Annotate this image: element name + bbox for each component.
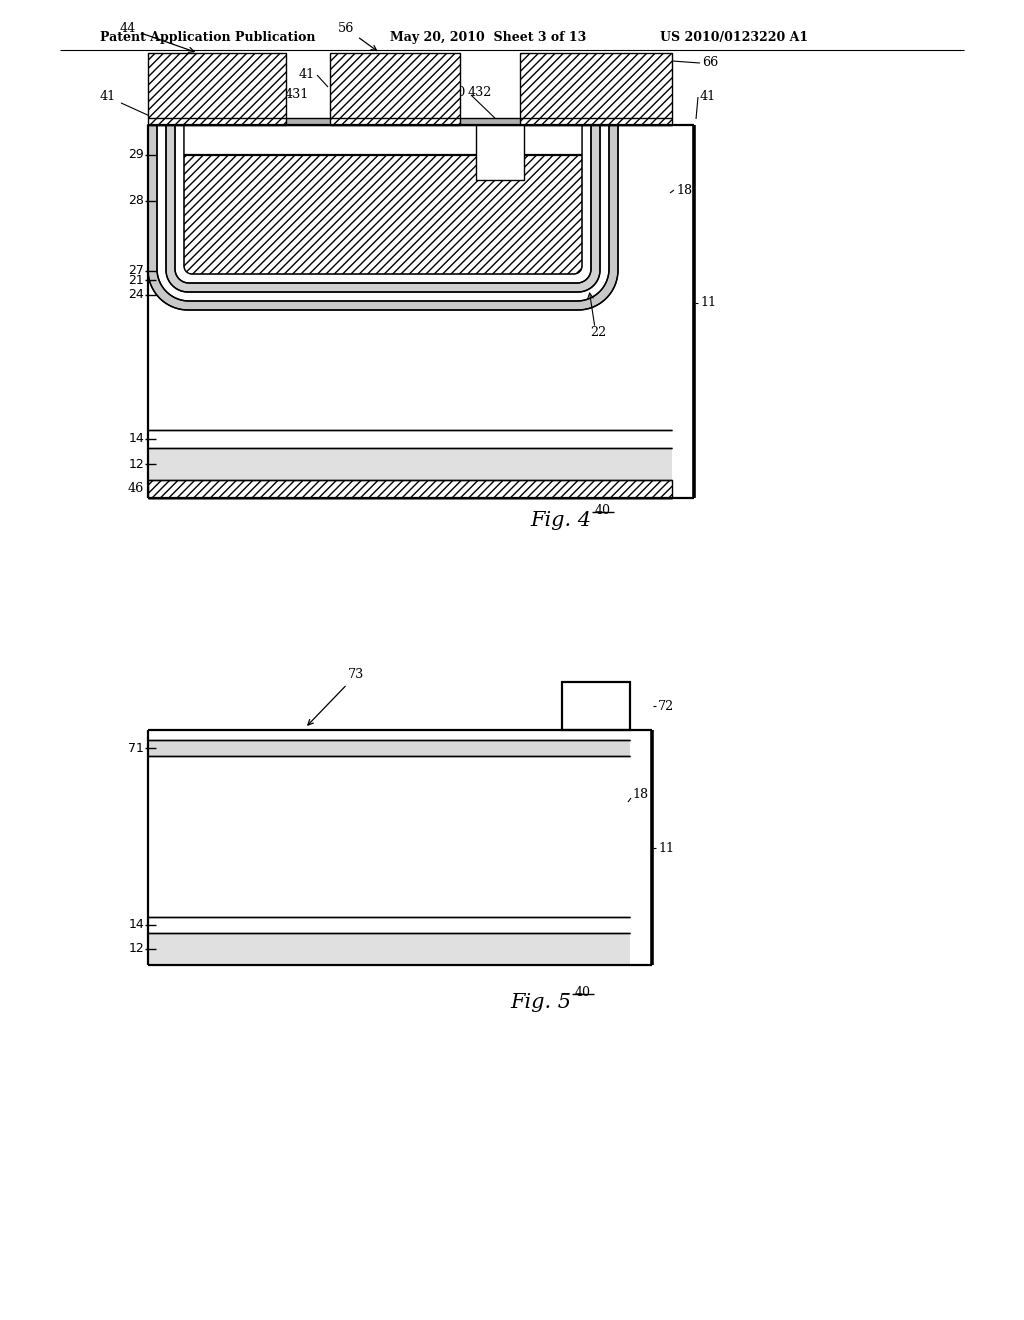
Bar	[148, 730, 630, 917]
Text: 40: 40	[595, 503, 611, 516]
Text: 432: 432	[468, 87, 493, 99]
Bar	[520, 53, 672, 125]
Text: 431: 431	[285, 88, 309, 102]
Text: 27: 27	[128, 264, 144, 277]
Text: 73: 73	[308, 668, 365, 725]
Bar	[330, 53, 460, 125]
Text: 18: 18	[676, 183, 692, 197]
Bar	[476, 125, 524, 180]
Text: Patent Application Publication: Patent Application Publication	[100, 32, 315, 45]
Text: 72: 72	[658, 700, 674, 713]
Text: 44: 44	[120, 22, 195, 53]
Bar	[148, 117, 672, 125]
Text: 28: 28	[128, 194, 144, 207]
Text: 66: 66	[702, 57, 718, 70]
Text: US 2010/0123220 A1: US 2010/0123220 A1	[660, 32, 808, 45]
Polygon shape	[157, 125, 609, 301]
Text: 11: 11	[700, 297, 716, 309]
Text: 46: 46	[128, 483, 144, 495]
Text: 280: 280	[260, 147, 285, 160]
Bar	[148, 741, 630, 756]
Bar	[148, 480, 672, 498]
Polygon shape	[148, 125, 618, 310]
Text: 71: 71	[128, 742, 144, 755]
Polygon shape	[175, 125, 591, 282]
Bar	[148, 53, 286, 125]
Text: 12: 12	[128, 942, 144, 956]
Text: 11: 11	[658, 842, 674, 854]
Text: 41: 41	[299, 69, 315, 82]
Polygon shape	[184, 125, 582, 275]
Bar	[148, 447, 672, 480]
Text: 41: 41	[700, 91, 716, 103]
Text: 22: 22	[590, 326, 606, 338]
Text: Fig. 5: Fig. 5	[510, 993, 571, 1011]
Text: Fig. 4: Fig. 4	[530, 511, 591, 529]
Text: May 20, 2010  Sheet 3 of 13: May 20, 2010 Sheet 3 of 13	[390, 32, 587, 45]
Text: 29: 29	[128, 149, 144, 161]
Text: 14: 14	[128, 919, 144, 932]
Text: 12: 12	[128, 458, 144, 470]
Text: 41: 41	[100, 91, 160, 120]
Bar	[184, 124, 582, 154]
Bar	[148, 125, 672, 430]
Bar	[148, 933, 630, 965]
Polygon shape	[166, 125, 600, 292]
Text: 24: 24	[128, 289, 144, 301]
Text: 56: 56	[338, 22, 377, 50]
Text: 210: 210	[441, 87, 465, 99]
Text: 14: 14	[128, 433, 144, 446]
Text: 40: 40	[575, 986, 591, 998]
Text: 18: 18	[633, 788, 649, 801]
Bar	[562, 682, 630, 730]
Text: 21: 21	[128, 273, 144, 286]
